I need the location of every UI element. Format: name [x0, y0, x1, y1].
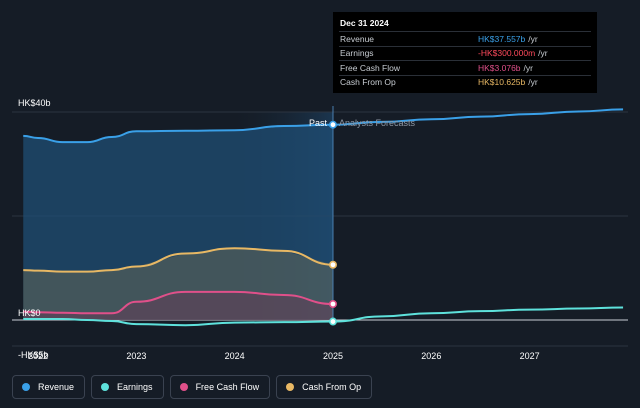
marker-revenue	[328, 120, 337, 129]
series-line-free-cash-flow	[23, 290, 333, 315]
x-tick-label: 2022	[28, 351, 48, 361]
tooltip-row-cash-from-op: Cash From Op HK$10.625b /yr	[339, 74, 591, 90]
y-tick-label: -HK$5b	[18, 350, 49, 360]
tooltip-label: Cash From Op	[340, 77, 396, 88]
legend-label: Cash From Op	[302, 382, 362, 392]
legend-item-earnings[interactable]: Earnings	[91, 375, 164, 399]
legend-item-cash-from-op[interactable]: Cash From Op	[276, 375, 373, 399]
tooltip-label: Free Cash Flow	[340, 62, 400, 73]
tooltip-value: HK$10.625b	[478, 77, 526, 88]
past-label: Past	[309, 118, 328, 128]
tooltip-row-earnings: Earnings -HK$300.000m /yr	[339, 45, 591, 61]
forecast-line-revenue	[332, 108, 624, 126]
marker-cash-from-op	[328, 260, 337, 269]
data-tooltip: Dec 31 2024 Revenue HK$37.557b /yr Earni…	[333, 12, 597, 93]
tooltip-unit: /yr	[523, 62, 533, 73]
legend-dot-icon	[286, 383, 295, 391]
legend-label: Free Cash Flow	[195, 382, 260, 392]
tooltip-unit: /yr	[538, 48, 548, 59]
x-tick-label: 2026	[421, 351, 441, 361]
marker-earnings	[328, 317, 337, 326]
tooltip-date: Dec 31 2024	[340, 18, 389, 28]
tooltip-label: Revenue	[340, 33, 375, 44]
legend-item-free-cash-flow[interactable]: Free Cash Flow	[169, 375, 271, 399]
legend-item-revenue[interactable]: Revenue	[12, 375, 86, 399]
legend-dot-icon	[101, 383, 110, 391]
forecast-line-earnings	[332, 306, 624, 323]
tooltip-value: HK$37.557b	[478, 33, 526, 44]
series-line-revenue	[23, 123, 333, 144]
y-tick-label: HK$0	[18, 308, 41, 318]
x-tick-label: 2024	[225, 351, 245, 361]
tooltip-value: HK$3.076b	[478, 62, 521, 73]
legend-dot-icon	[22, 383, 30, 391]
marker-free-cash-flow	[328, 300, 337, 309]
forecast-label: Analysts Forecasts	[339, 118, 416, 128]
y-tick-label: HK$40b	[18, 98, 51, 108]
x-tick-label: 2023	[126, 351, 146, 361]
tooltip-unit: /yr	[528, 33, 538, 44]
series-area-free-cash-flow	[23, 291, 333, 320]
series-line-earnings	[23, 317, 333, 327]
tooltip-label: Earnings	[340, 48, 374, 59]
chart-legend: Revenue Earnings Free Cash Flow Cash Fro…	[12, 375, 373, 401]
tooltip-value: -HK$300.000m	[478, 48, 536, 59]
legend-dot-icon	[179, 383, 188, 391]
tooltip-row-revenue: Revenue HK$37.557b /yr	[339, 31, 591, 46]
series-line-cash-from-op	[23, 247, 333, 273]
tooltip-row-free-cash-flow: Free Cash Flow HK$3.076b /yr	[339, 60, 591, 75]
legend-label: Earnings	[117, 382, 153, 392]
tooltip-unit: /yr	[528, 77, 538, 88]
x-tick-label: 2027	[520, 351, 540, 361]
legend-label: Revenue	[38, 382, 75, 392]
series-area-cash-from-op	[23, 248, 333, 320]
x-tick-label: 2025	[323, 351, 343, 361]
